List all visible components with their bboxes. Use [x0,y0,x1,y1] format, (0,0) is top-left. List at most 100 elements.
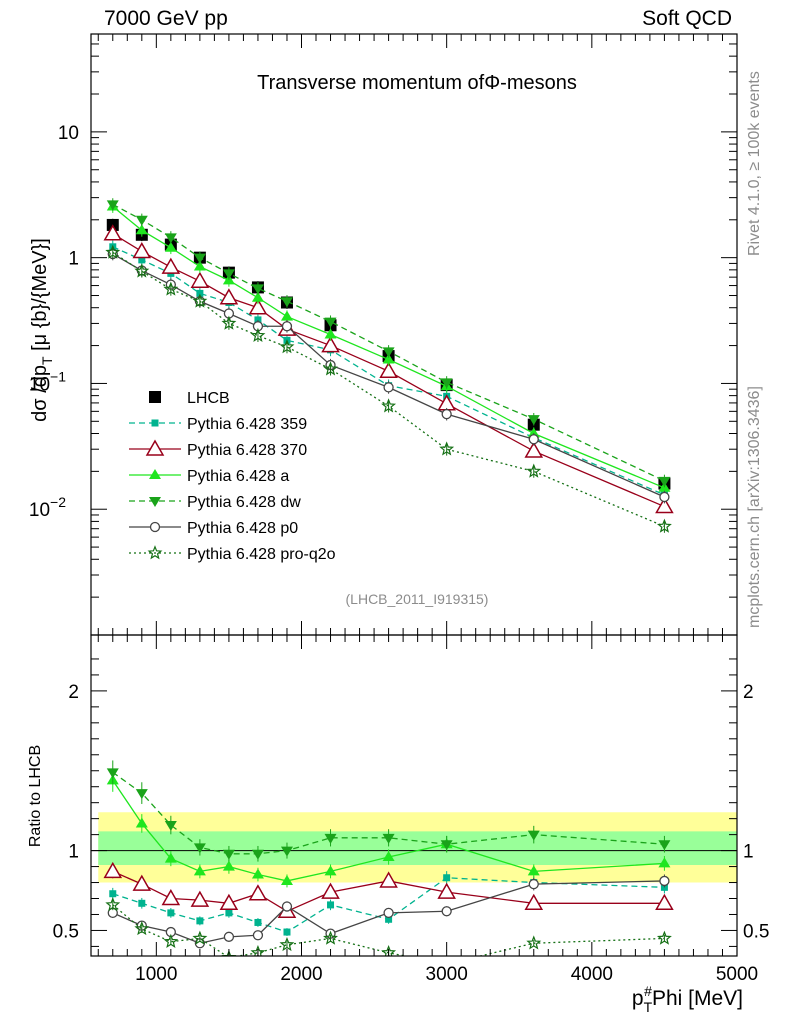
ratio-point-p370 [219,893,239,911]
main-line-p359 [112,246,665,496]
ratio-point-pdw [106,768,119,779]
ratio-band-inner [98,831,737,865]
main-point-pdw [324,317,337,328]
main-point-pa [135,224,148,235]
ratio-bands [91,812,737,883]
main-point-pq2o [163,281,179,296]
ratio-point-pq2o [192,930,208,945]
main-point-pq2o [279,339,295,354]
main-point-pp0 [659,491,670,503]
ratio-tick-label-right: 2 [743,682,754,703]
legend-entry-pq2o: Pythia 6.428 pro-q2o [129,545,336,563]
ratio-tick-label-left: 2 [68,682,79,703]
ratio-point-pq2o [163,933,179,948]
ratio-line-pa [112,779,665,882]
x-tick-label: 3000 [426,964,468,985]
ratio-point-pa [135,817,148,828]
legend-marker-pp0 [149,521,161,533]
legend-marker-p370 [145,439,165,456]
legend-marker-pa [149,469,161,479]
main-point-p370 [379,361,398,378]
main-point-pa [324,328,337,339]
ratio-point-pdw [280,846,293,857]
ratio-point-pdw [658,840,671,851]
main-point-p370 [437,394,456,411]
ratio-tick-label-right: 1 [743,842,754,863]
y-axis-title: dσ /dpT [μ {b}/{MeV}] [29,238,55,422]
main-point-p370 [248,298,268,315]
main-point-pq2o [105,244,121,259]
ratio-point-pa [193,865,206,876]
main-series-p370 [103,224,674,514]
ratio-point-p370 [190,890,210,907]
ratio-point-pa [658,857,671,868]
main-point-pa [280,310,293,321]
y-tick-label: 10 [58,123,79,144]
main-point-pq2o [221,315,237,330]
ratio-series-pq2o [105,897,672,956]
main-series-group [103,198,674,533]
ratio-point-p359 [225,909,233,917]
main-point-p370 [524,441,544,458]
x-tick-label: 2000 [280,964,322,985]
ratio-point-p370 [655,893,674,911]
ratio-series-pdw [106,760,671,862]
main-point-p370 [161,257,181,274]
ratio-point-p370 [524,893,544,911]
main-point-pdw [106,200,119,211]
main-point-p370 [321,336,340,353]
ratio-point-pp0 [281,901,293,912]
x-tick-label: 4000 [571,964,613,985]
main-point-pa [193,260,206,271]
legend-marker-pq2o [147,545,163,560]
main-point-p359 [196,289,204,297]
main-point-p359 [254,316,262,324]
ratio-point-pdw [324,833,337,844]
legend-marker-lhcb [149,391,161,403]
ratio-point-pdw [164,821,177,832]
main-point-pp0 [441,408,452,420]
main-point-pdw [135,215,148,226]
ratio-point-pq2o [323,930,338,945]
main-point-pa [382,353,395,364]
ratio-series-pa [106,768,671,888]
ratio-point-p359 [109,890,117,898]
ratio-point-p370 [161,888,181,906]
main-point-pp0 [383,382,394,393]
ratio-point-pq2o [105,897,121,912]
main-frame [90,33,738,636]
main-point-pdw [222,269,235,280]
x-axis-title: pT#Phi [MeV] [632,983,743,1015]
ratio-point-pp0 [528,878,539,890]
ratio-point-pp0 [252,930,264,941]
main-point-pp0 [528,434,539,445]
ratio-point-pp0 [659,875,670,887]
ratio-tick-label-right: 0.5 [743,921,769,942]
main-point-pq2o [134,263,150,278]
analysis-tag: (LHCB_2011_I919315) [346,591,489,607]
ratio-point-pdw [222,849,235,860]
legend-label-p359: Pythia 6.428 359 [187,416,307,433]
main-point-pdw [164,233,177,244]
main-point-pp0 [281,321,293,332]
ratio-point-pdw [527,830,540,841]
main-line-pa [112,206,665,489]
ratio-series-pp0 [107,874,670,949]
ratio-point-pq2o [526,935,542,950]
ratio-line-p370 [112,870,665,913]
main-point-pq2o [323,361,338,376]
main-point-pq2o [439,441,455,456]
y-tick-label: 10−1 [29,368,66,395]
ratio-point-pq2o [656,930,672,945]
ratio-point-pdw [382,833,395,844]
main-point-p359 [138,256,146,264]
ratio-point-p359 [167,909,175,917]
main-line-pp0 [112,253,665,498]
ratio-tick-label-left: 1 [68,842,79,863]
legend-entry-pp0: Pythia 6.428 p0 [129,520,298,537]
ratio-point-pa [164,852,177,863]
legend-label-pa: Pythia 6.428 a [187,468,289,485]
ratio-point-pdw [193,843,206,854]
ratio-point-pdw [440,840,453,851]
